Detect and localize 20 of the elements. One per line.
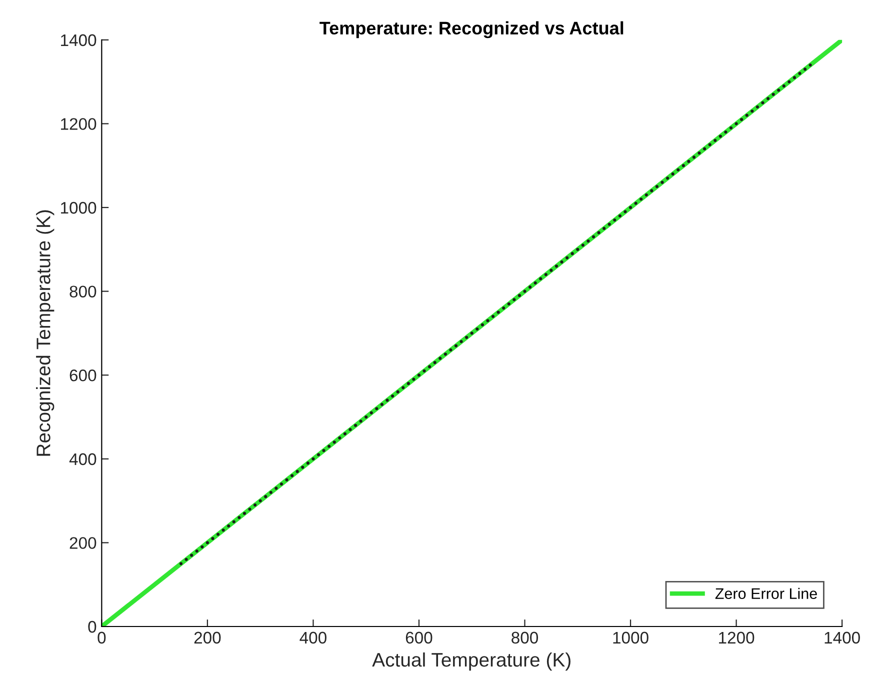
chart-title: Temperature: Recognized vs Actual [320, 21, 624, 38]
y-tick-label: 1400 [61, 34, 96, 46]
x-tick-label: 400 [300, 632, 326, 644]
legend-label: Zero Error Line [715, 588, 817, 600]
y-axis-title: Recognized Temperature (K) [36, 210, 54, 456]
x-tick-label: 600 [406, 632, 432, 644]
y-tick-label: 800 [70, 286, 96, 298]
x-axis-title: Actual Temperature (K) [372, 652, 570, 671]
x-tick-label: 1000 [613, 632, 648, 644]
x-tick-label: 200 [194, 632, 221, 644]
x-tick-label: 800 [512, 632, 538, 644]
x-tick-label: 1200 [719, 632, 754, 644]
y-tick-label: 600 [70, 370, 96, 382]
y-tick-label: 0 [88, 620, 96, 633]
x-tick-label: 1400 [824, 632, 860, 644]
y-tick-label: 1200 [61, 118, 96, 130]
x-tick-label: 0 [98, 632, 106, 644]
y-tick-label: 1000 [61, 202, 96, 214]
y-tick-label: 400 [69, 453, 96, 466]
y-tick-label: 200 [70, 537, 96, 549]
